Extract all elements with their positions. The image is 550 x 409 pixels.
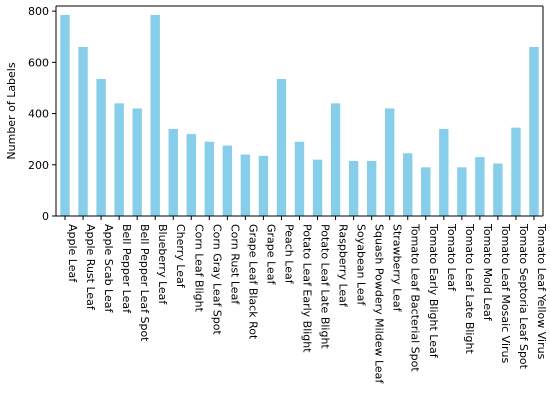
y-axis-label: Number of Labels xyxy=(5,62,18,159)
x-tick-label-7: Corn Leaf Blight xyxy=(192,224,205,313)
x-tick-label-26: Tomato Leaf Yellow Virus xyxy=(535,223,548,360)
bar-16 xyxy=(348,160,359,216)
x-tick-label-18: Strawberry Leaf xyxy=(391,224,404,313)
bar-20 xyxy=(421,167,431,216)
x-tick-label-20: Tomato Early Blight Leaf xyxy=(427,223,440,359)
y-tick-label-0: 0 xyxy=(42,210,49,223)
bar-10 xyxy=(240,154,251,216)
bar-4 xyxy=(132,108,142,216)
y-tick-label-4: 800 xyxy=(28,5,49,18)
bar-0 xyxy=(60,14,70,217)
bar-7 xyxy=(186,134,196,216)
bar-2 xyxy=(96,78,106,216)
x-tick-label-0: Apple Leaf xyxy=(66,224,79,283)
x-tick-label-3: Bell Pepper Leaf xyxy=(120,224,133,314)
x-tick-label-8: Corn Gray Leaf Spot xyxy=(210,224,223,336)
x-tick-label-1: Apple Rust Leaf xyxy=(84,224,97,311)
x-tick-label-21: Tomato Leaf xyxy=(445,223,458,292)
bar-23 xyxy=(475,157,485,216)
x-tick-label-4: Bell Pepper Leaf Spot xyxy=(138,224,151,342)
bar-18 xyxy=(384,108,395,216)
bar-17 xyxy=(366,160,377,216)
bar-25 xyxy=(511,127,521,216)
bar-21 xyxy=(439,128,449,216)
bar-9 xyxy=(222,145,233,216)
bar-24 xyxy=(493,163,503,216)
bar-26 xyxy=(529,46,539,216)
x-tick-label-13: Potato Leaf Early Blight xyxy=(301,224,314,353)
x-tick-label-16: Soyabean Leaf xyxy=(355,224,368,306)
x-tick-label-17: Squash Powdery Mildew Leaf xyxy=(373,224,386,384)
bar-1 xyxy=(78,46,88,216)
bar-3 xyxy=(114,103,124,216)
bar-5 xyxy=(150,14,160,217)
bar-14 xyxy=(312,159,323,216)
x-tick-label-6: Cherry Leaf xyxy=(174,224,187,289)
bars xyxy=(60,14,539,217)
x-tick-label-15: Raspberry Leaf xyxy=(337,224,350,308)
x-tick-label-19: Tomato Leaf Bacterial Spot xyxy=(409,223,422,372)
bar-11 xyxy=(258,155,269,216)
x-tick-label-14: Potato Leaf Late Blight xyxy=(319,224,332,349)
x-tick-label-24: Tomato Leaf Mosaic Virus xyxy=(499,223,512,364)
y-axis: 0 200 400 600 800 xyxy=(28,5,544,223)
y-tick-label-1: 200 xyxy=(28,159,49,172)
x-tick-label-11: Grape Leaf xyxy=(264,224,277,285)
x-tick-label-22: Tomato Leaf Late Blight xyxy=(463,223,476,354)
x-tick-label-23: Tomato Mold Leaf xyxy=(481,223,494,322)
bar-6 xyxy=(168,128,178,216)
x-tick-label-5: Blueberry Leaf xyxy=(156,224,169,305)
x-tick-label-25: Tomato Septoria Leaf Spot xyxy=(517,223,530,370)
bar-22 xyxy=(457,167,467,216)
bar-15 xyxy=(330,103,341,216)
x-tick-label-2: Apple Scab Leaf xyxy=(102,224,115,314)
bar-12 xyxy=(276,78,287,216)
x-tick-label-12: Peach Leaf xyxy=(282,224,295,285)
y-tick-label-3: 600 xyxy=(28,56,49,69)
y-tick-label-2: 400 xyxy=(28,108,49,121)
x-axis: Apple Leaf Apple Rust Leaf Apple Scab Leaf… xyxy=(64,216,548,384)
bar-19 xyxy=(403,153,413,216)
x-tick-label-9: Corn Rust Leaf xyxy=(228,224,241,305)
bar-13 xyxy=(294,141,305,216)
x-tick-label-10: Grape Leaf Black Rot xyxy=(246,224,259,340)
bar-8 xyxy=(204,141,215,216)
